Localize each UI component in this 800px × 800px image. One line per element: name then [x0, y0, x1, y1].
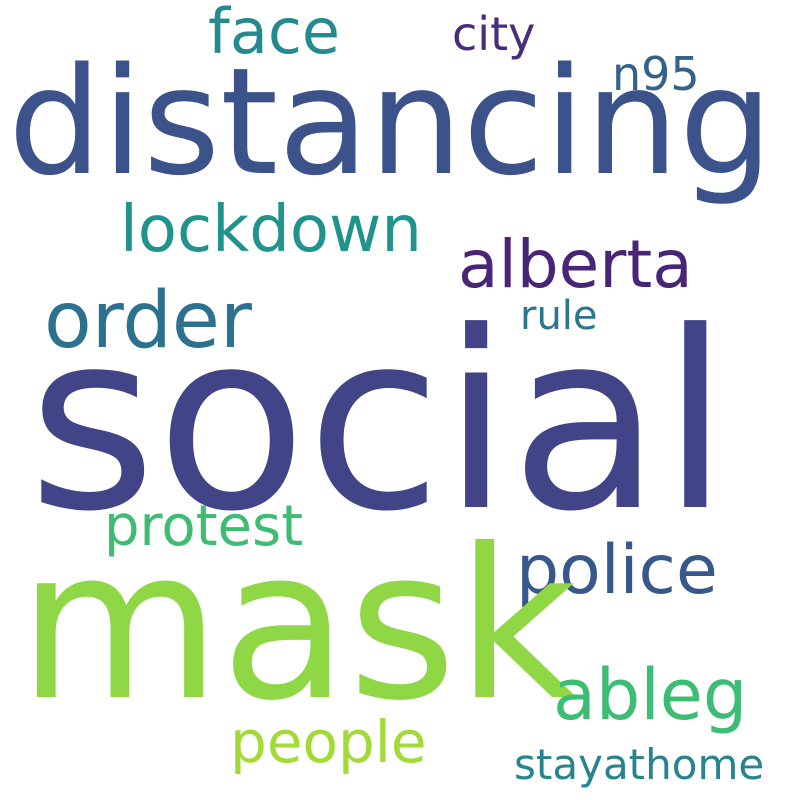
word-rule: rule	[520, 293, 598, 339]
word-lockdown: lockdown	[120, 193, 422, 267]
word-alberta: alberta	[458, 226, 693, 303]
word-police: police	[516, 531, 718, 610]
word-ableg: ableg	[553, 654, 748, 736]
word-social: social	[28, 280, 730, 566]
word-city: city	[452, 7, 536, 61]
word-protest: protest	[104, 494, 304, 559]
word-mask: mask	[18, 505, 577, 747]
word-stayathome: stayathome	[514, 740, 765, 789]
word-face: face	[208, 0, 341, 68]
word-order: order	[44, 276, 252, 366]
word-people: people	[230, 708, 427, 776]
word-distancing: distancing	[8, 36, 773, 208]
word-n95: n95	[612, 47, 700, 101]
